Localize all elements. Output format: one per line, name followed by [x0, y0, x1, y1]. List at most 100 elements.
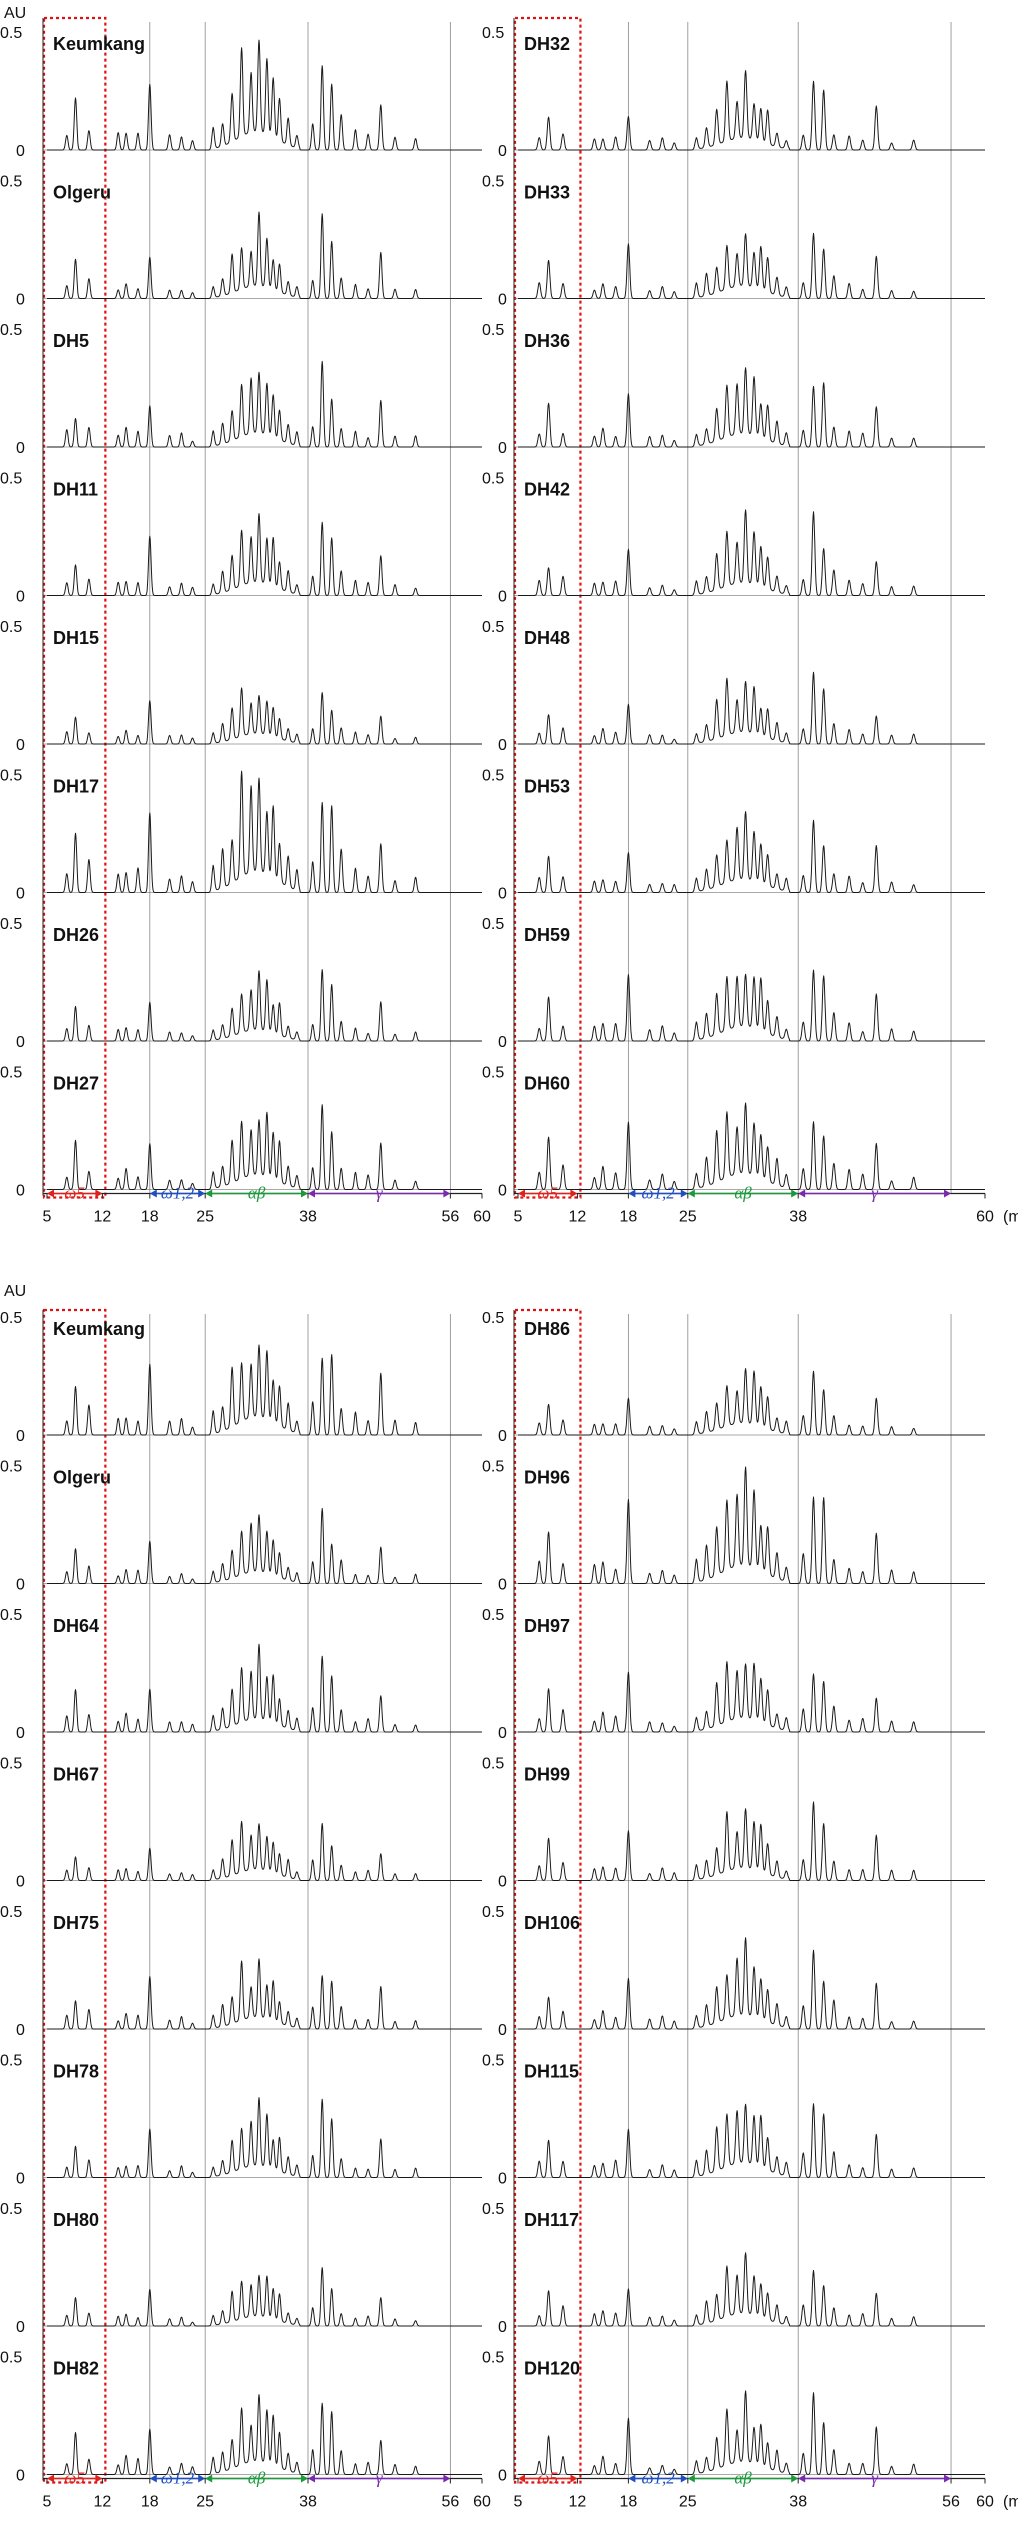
- x-tick-label: 18: [619, 1209, 637, 1226]
- region-label-gamma: γ: [376, 2469, 384, 2488]
- y-tick-label: 0.5: [482, 2350, 504, 2367]
- region-arrowhead-left: [687, 2474, 695, 2483]
- chromatogram-trace-dh59: [517, 969, 986, 1042]
- region-label-gamma: γ: [376, 1184, 384, 1203]
- y-tick-label: 0: [498, 1874, 507, 1891]
- chromatogram-trace-dh32: [517, 70, 986, 151]
- omega5-highlight-box: [513, 1308, 582, 2484]
- chromatogram-trace-dh11: [46, 513, 483, 596]
- y-tick-label: 0.5: [482, 471, 504, 488]
- y-tick-label: 0: [498, 1034, 507, 1051]
- sample-label: DH86: [524, 1319, 570, 1339]
- chromatogram-trace-olgeru: [46, 1508, 483, 1584]
- region-arrowhead-left: [308, 2474, 315, 2483]
- y-tick-label: 0.5: [0, 322, 22, 339]
- region-arrowhead-left: [308, 1189, 315, 1198]
- y-tick-label: 0: [16, 2022, 25, 2039]
- chromatogram-trace-dh64: [46, 1643, 483, 1733]
- sample-label: DH27: [53, 1074, 99, 1094]
- region-arrowhead-right: [198, 1189, 206, 1198]
- y-tick-label: 0.5: [0, 619, 22, 636]
- region-label-omega5: ω5: [537, 1184, 558, 1203]
- y-tick-label: 0.5: [482, 1756, 504, 1773]
- sample-label: DH33: [524, 183, 570, 203]
- region-arrowhead-left: [149, 1189, 157, 1198]
- y-tick-label: 0.5: [0, 1904, 22, 1921]
- y-tick-label: 0.5: [482, 25, 504, 42]
- region-label-omega12: ω1,2: [641, 1184, 675, 1203]
- y-tick-label: 0: [498, 1183, 507, 1200]
- x-tick-label: 25: [679, 1209, 697, 1226]
- sample-label: DH64: [53, 1616, 99, 1636]
- chromatogram-trace-dh5: [46, 360, 483, 448]
- y-tick-label: 0: [498, 1577, 507, 1594]
- chromatogram-trace-dh117: [517, 2252, 986, 2327]
- sample-label: DH11: [53, 480, 98, 500]
- omega5-highlight-box: [42, 16, 107, 1199]
- region-arrowhead-left: [47, 1189, 54, 1198]
- x-tick-label: 5: [514, 2494, 523, 2511]
- x-tick-label: 38: [299, 2494, 317, 2511]
- region-arrowhead-left: [47, 2474, 54, 2483]
- y-tick-label: 0.5: [482, 174, 504, 191]
- chromatogram-trace-dh27: [46, 1104, 483, 1190]
- region-arrowhead-right: [301, 1189, 308, 1198]
- omega5-highlight-box: [42, 1308, 107, 2484]
- sample-label: DH120: [524, 2359, 580, 2379]
- chromatogram-trace-dh33: [517, 232, 986, 299]
- region-arrowhead-left: [518, 2474, 525, 2483]
- x-tick-label: 60: [473, 1209, 491, 1226]
- chromatogram-trace-keumkang: [46, 39, 483, 151]
- sample-label: DH78: [53, 2062, 99, 2082]
- region-arrowhead-left: [518, 1189, 525, 1198]
- region-label-alphabeta: αβ: [734, 2469, 752, 2488]
- region-arrowhead-left: [149, 2474, 157, 2483]
- x-tick-label: 38: [789, 1209, 807, 1226]
- y-tick-label: 0.5: [482, 2053, 504, 2070]
- region-arrowhead-right: [680, 2474, 688, 2483]
- y-tick-label: 0.5: [0, 2201, 22, 2218]
- chromatogram-trace-dh15: [46, 687, 483, 745]
- x-tick-label: 60: [976, 2494, 994, 2511]
- x-tick-label: 56: [942, 2494, 960, 2511]
- y-tick-label: 0: [498, 886, 507, 903]
- region-arrowhead-right: [791, 1189, 799, 1198]
- y-tick-label: 0: [498, 2468, 507, 2485]
- region-label-gamma: γ: [871, 2469, 879, 2488]
- chromatogram-trace-dh78: [46, 2097, 483, 2178]
- sample-label: DH80: [53, 2210, 99, 2230]
- region-arrowhead-left: [628, 1189, 636, 1198]
- chromatogram-trace-dh120: [517, 2390, 986, 2475]
- chromatogram-trace-dh42: [517, 509, 986, 596]
- y-tick-label: 0.5: [0, 768, 22, 785]
- y-tick-label: 0.5: [482, 916, 504, 933]
- y-tick-label: 0: [16, 1725, 25, 1742]
- chromatogram-trace-dh48: [517, 671, 986, 745]
- sample-label: DH15: [53, 628, 99, 648]
- region-arrowhead-right: [680, 1189, 688, 1198]
- y-tick-label: 0.5: [0, 916, 22, 933]
- sample-label: DH59: [524, 925, 570, 945]
- y-tick-label: 0.5: [482, 322, 504, 339]
- y-tick-label: 0: [498, 440, 507, 457]
- chromatogram-trace-keumkang: [46, 1344, 483, 1436]
- region-arrowhead-left: [687, 1189, 695, 1198]
- x-axis-unit-label: (min): [1003, 1209, 1018, 1226]
- y-axis-label: AU: [4, 5, 26, 22]
- sample-label: DH67: [53, 1765, 99, 1785]
- region-label-alphabeta: αβ: [734, 1184, 752, 1203]
- region-label-omega5: ω5: [64, 2469, 85, 2488]
- y-axis-label: AU: [4, 1283, 26, 1300]
- y-tick-label: 0.5: [482, 1065, 504, 1082]
- y-tick-label: 0.5: [482, 1607, 504, 1624]
- sample-label: DH48: [524, 628, 570, 648]
- x-tick-label: 12: [93, 1209, 111, 1226]
- region-arrowhead-right: [944, 1189, 952, 1198]
- region-label-omega5: ω5: [537, 2469, 558, 2488]
- y-tick-label: 0.5: [482, 2201, 504, 2218]
- chromatogram-trace-dh80: [46, 2267, 483, 2327]
- region-arrowhead-left: [628, 2474, 636, 2483]
- sample-label: DH97: [524, 1616, 570, 1636]
- region-arrowhead-right: [95, 1189, 103, 1198]
- y-tick-label: 0.5: [482, 619, 504, 636]
